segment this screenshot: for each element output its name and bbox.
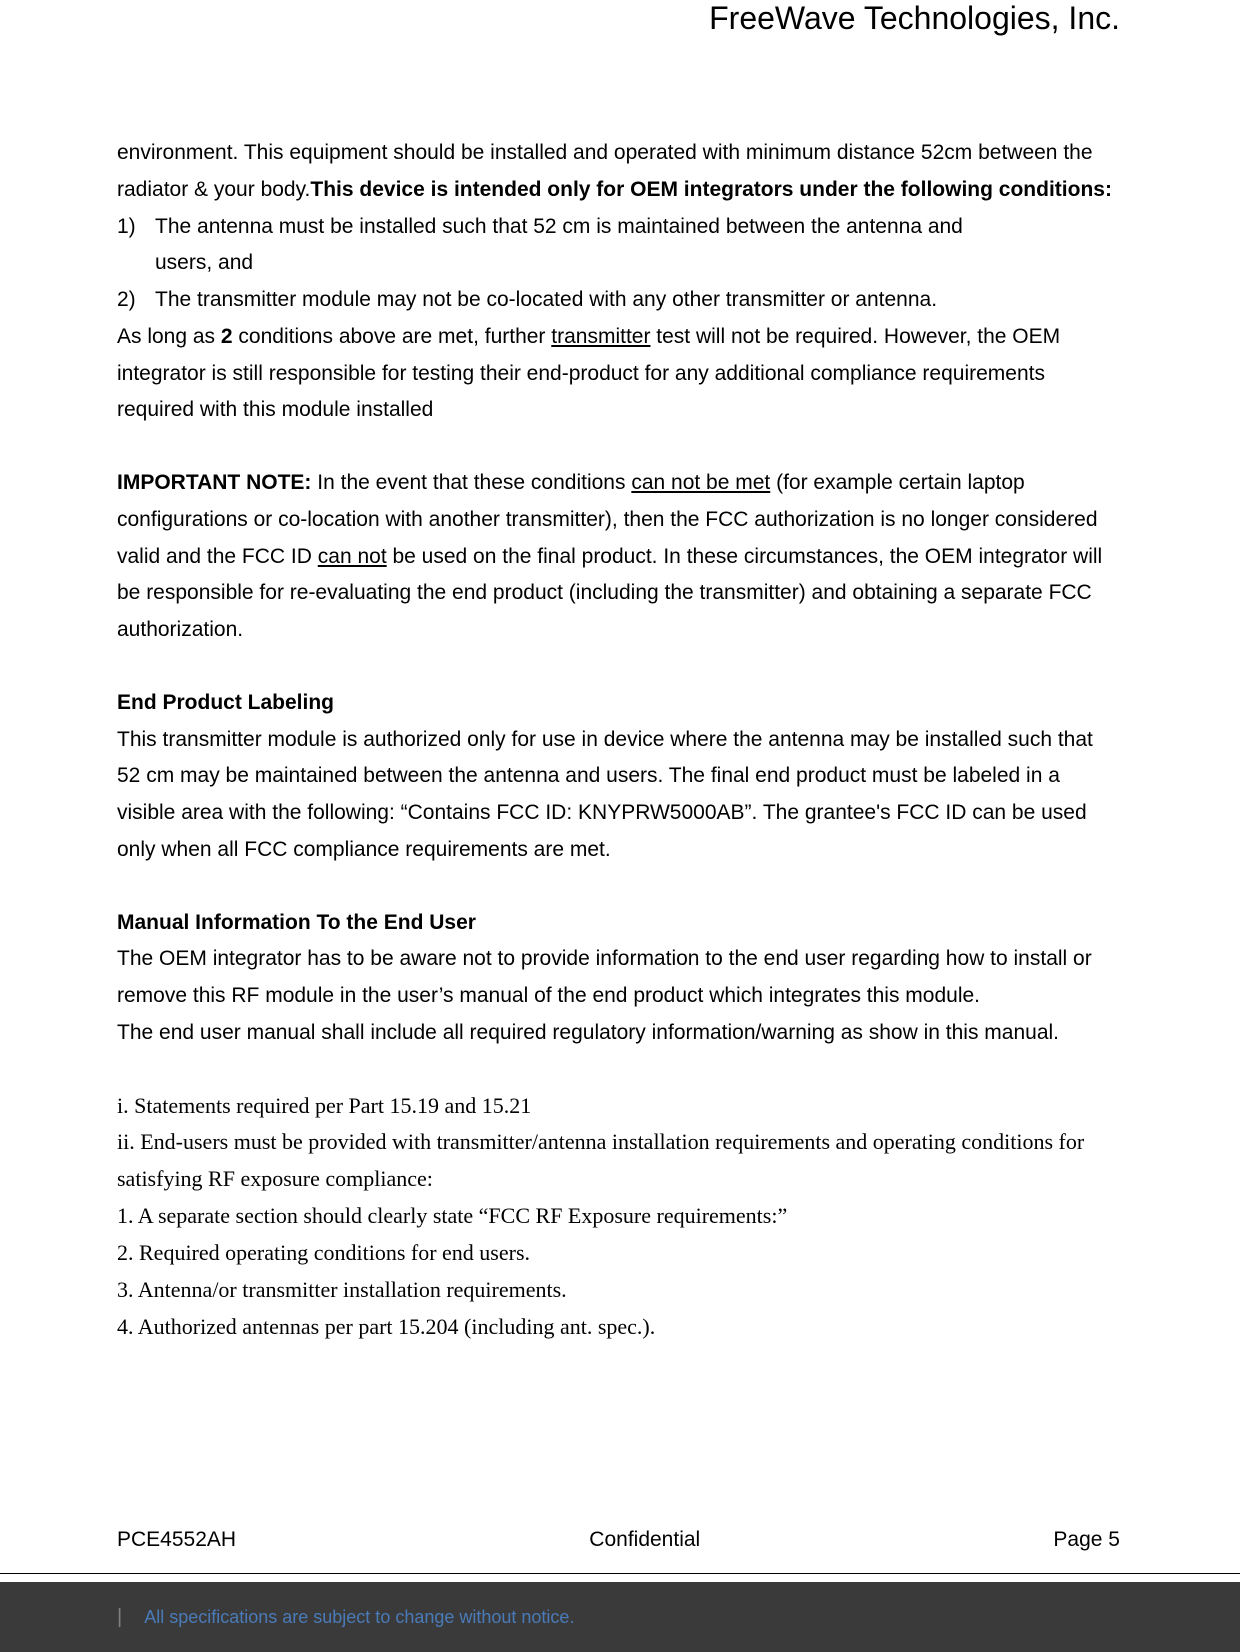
document-body: environment. This equipment should be in…: [117, 135, 1120, 1346]
footer-divider: [0, 1573, 1240, 1574]
labeling-text: This transmitter module is authorized on…: [117, 722, 1120, 869]
num-1: 1. A separate section should clearly sta…: [117, 1198, 1120, 1235]
ul-cannot: can not: [318, 545, 387, 568]
num-2: 2. Required operating conditions for end…: [117, 1235, 1120, 1272]
list-item-1-cont: users, and: [117, 245, 1120, 282]
roman-ii: ii. End-users must be provided with tran…: [117, 1124, 1120, 1198]
bold-two: 2: [221, 325, 233, 348]
roman-i: i. Statements required per Part 15.19 an…: [117, 1088, 1120, 1125]
text: As long as: [117, 325, 221, 348]
important-note: IMPORTANT NOTE: In the event that these …: [117, 465, 1120, 649]
num-4: 4. Authorized antennas per part 15.204 (…: [117, 1309, 1120, 1346]
text: In the event that these conditions: [311, 471, 631, 494]
important-label: IMPORTANT NOTE:: [117, 471, 311, 494]
aslongas-paragraph: As long as 2 conditions above are met, f…: [117, 319, 1120, 429]
footer-bar-separator: |: [117, 1606, 122, 1629]
text: conditions above are met, further: [233, 325, 552, 348]
list-number: 2): [117, 282, 155, 319]
list-text: The transmitter module may not be co-loc…: [155, 282, 1120, 319]
serif-section: i. Statements required per Part 15.19 an…: [117, 1088, 1120, 1347]
footer-bar: | All specifications are subject to chan…: [0, 1582, 1240, 1652]
num-3: 3. Antenna/or transmitter installation r…: [117, 1272, 1120, 1309]
manual-p2: The end user manual shall include all re…: [117, 1015, 1120, 1052]
list-item-1: 1) The antenna must be installed such th…: [117, 209, 1120, 246]
footer-right: Page 5: [1053, 1528, 1120, 1552]
ul-transmitter: transmitter: [551, 325, 650, 348]
footer-notice: All specifications are subject to change…: [144, 1607, 574, 1628]
manual-heading: Manual Information To the End User: [117, 905, 1120, 942]
footer-row: PCE4552AH Confidential Page 5: [117, 1528, 1120, 1552]
list-text: The antenna must be installed such that …: [155, 209, 1120, 246]
intro-paragraph: environment. This equipment should be in…: [117, 135, 1120, 209]
company-header: FreeWave Technologies, Inc.: [709, 0, 1120, 37]
footer-center: Confidential: [589, 1528, 700, 1552]
list-item-2: 2) The transmitter module may not be co-…: [117, 282, 1120, 319]
intro-bold: This device is intended only for OEM int…: [310, 178, 1112, 201]
list-number: 1): [117, 209, 155, 246]
manual-p1: The OEM integrator has to be aware not t…: [117, 941, 1120, 1015]
ul-cannotbemet: can not be met: [631, 471, 770, 494]
labeling-heading: End Product Labeling: [117, 685, 1120, 722]
footer-left: PCE4552AH: [117, 1528, 236, 1552]
